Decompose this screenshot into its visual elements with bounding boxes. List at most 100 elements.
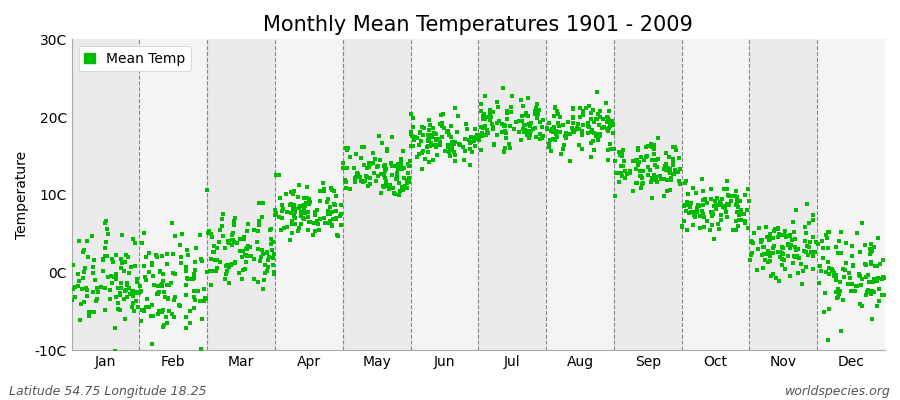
Point <box>497 122 511 128</box>
Point <box>872 298 886 304</box>
Point <box>859 262 873 268</box>
Point <box>443 153 457 159</box>
Point <box>78 285 93 291</box>
Point <box>716 186 731 192</box>
Point <box>644 141 658 148</box>
Point <box>374 190 389 196</box>
Point <box>699 200 714 206</box>
Point <box>317 188 331 194</box>
Point <box>292 225 306 232</box>
Point <box>708 198 723 204</box>
Point <box>258 261 273 268</box>
Point <box>536 133 550 140</box>
Point <box>729 188 743 194</box>
Point <box>746 240 760 246</box>
Point <box>575 146 590 152</box>
Point <box>821 229 835 236</box>
Point <box>174 260 188 266</box>
Point <box>442 132 456 138</box>
Point <box>587 118 601 125</box>
Point <box>686 184 700 191</box>
Point <box>828 277 842 284</box>
Point <box>360 165 374 171</box>
Point <box>477 110 491 117</box>
Point <box>600 114 615 120</box>
Point <box>837 274 851 280</box>
Point <box>843 288 858 295</box>
Point <box>80 287 94 294</box>
Point <box>511 118 526 124</box>
Point <box>827 270 842 276</box>
Point <box>713 198 727 205</box>
Point <box>864 291 878 298</box>
Point <box>464 140 478 146</box>
Point <box>702 227 716 234</box>
Point <box>126 300 140 306</box>
Point <box>193 232 207 238</box>
Point <box>861 287 876 294</box>
Point <box>100 226 114 232</box>
Point <box>706 210 720 217</box>
Point <box>286 191 301 197</box>
Point <box>179 247 194 254</box>
Point <box>618 174 633 181</box>
Point <box>535 134 549 141</box>
Point <box>126 235 140 242</box>
Point <box>354 178 368 184</box>
Point <box>870 275 885 281</box>
Point <box>592 122 607 128</box>
Point <box>283 237 297 243</box>
Point <box>833 250 848 257</box>
Point <box>583 115 598 122</box>
Point <box>374 140 389 146</box>
Point <box>575 112 590 118</box>
Point <box>381 183 395 190</box>
Point <box>356 162 371 168</box>
Point <box>689 209 704 215</box>
Point <box>606 130 620 136</box>
Point <box>777 232 791 238</box>
Point <box>421 138 436 144</box>
Point <box>82 312 96 319</box>
Point <box>121 254 135 260</box>
Point <box>688 211 702 218</box>
Point <box>377 162 392 168</box>
Point <box>666 171 680 177</box>
Point <box>161 294 176 301</box>
Point <box>85 232 99 239</box>
Point <box>160 320 175 326</box>
Point <box>830 295 844 301</box>
Point <box>414 166 428 172</box>
Point <box>542 144 556 150</box>
Point <box>507 126 521 132</box>
Point <box>556 142 571 148</box>
Point <box>158 322 172 328</box>
Point <box>734 197 748 204</box>
Point <box>152 307 166 314</box>
Point <box>536 117 550 123</box>
Point <box>523 132 537 138</box>
Point <box>646 146 661 152</box>
Point <box>551 120 565 126</box>
Point <box>101 274 115 280</box>
Point <box>644 144 659 150</box>
Point <box>227 222 241 228</box>
Point <box>300 184 314 190</box>
Point <box>149 290 164 297</box>
Point <box>378 175 392 182</box>
Point <box>602 117 616 124</box>
Point <box>664 175 679 181</box>
Point <box>366 150 381 156</box>
Point <box>530 106 544 113</box>
Point <box>325 209 339 215</box>
Point <box>421 158 436 165</box>
Point <box>220 268 234 274</box>
Point <box>491 132 505 138</box>
Point <box>747 230 761 236</box>
Point <box>486 126 500 132</box>
Point <box>118 259 132 266</box>
Point <box>378 167 392 173</box>
Point <box>612 148 626 155</box>
Point <box>660 167 674 173</box>
Point <box>600 126 615 132</box>
